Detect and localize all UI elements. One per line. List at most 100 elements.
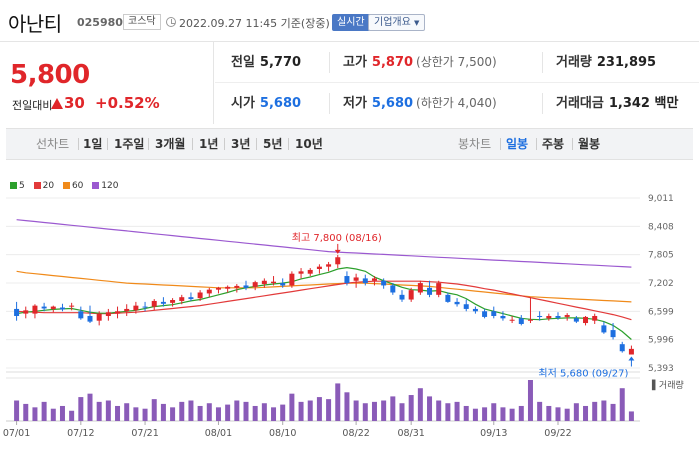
candle-body [518, 318, 524, 324]
volume-bar [454, 401, 460, 421]
divider [542, 93, 543, 114]
stat-value: 5,680 [259, 96, 302, 111]
tab-3year[interactable]: 3년 [231, 137, 251, 151]
quote-datetime: 2022.09.27 11:45 기준(장중) [179, 17, 330, 30]
legend-swatch [92, 182, 100, 189]
candlestick-chart[interactable]: 9,011 8,408 7,805 7,202 6,599 5,996 5,393 최고 7,… [0, 188, 699, 476]
volume-bar [115, 405, 121, 421]
candle-body [509, 319, 515, 321]
volume-bar [371, 401, 377, 421]
volume-bar [289, 393, 295, 421]
current-price: 5,800 [10, 60, 90, 90]
stat-value: 5,770 [259, 55, 302, 70]
stat-amount: 거래대금 1,342 백만 [556, 83, 678, 124]
divider [192, 138, 193, 150]
stat-value: 1,342 백만 [608, 96, 679, 111]
tab-5year[interactable]: 5년 [263, 137, 283, 151]
tab-1year[interactable]: 1년 [199, 137, 219, 151]
candle-body [482, 311, 488, 317]
volume-bar [472, 408, 478, 421]
volume-bar [151, 399, 157, 421]
tab-weekly[interactable]: 주봉 [542, 137, 565, 151]
tab-monthly[interactable]: 월봉 [578, 137, 601, 151]
candle-body [225, 286, 231, 289]
candle-body [115, 311, 121, 314]
tab-daily[interactable]: 일봉 [506, 137, 529, 151]
volume-bar [573, 403, 579, 421]
high-arrow-head [334, 249, 341, 254]
volume-bar [482, 407, 488, 421]
ma120-line [16, 219, 632, 268]
volume-bar [399, 403, 405, 421]
candle-body [491, 311, 497, 316]
legend-item-ma5: 5 [10, 181, 25, 191]
change-amount: 30 [64, 94, 85, 112]
volume-bar [179, 401, 185, 421]
candle-body [271, 281, 277, 284]
divider [148, 138, 149, 150]
market-badge: 코스닥 [123, 14, 161, 30]
candle-body [124, 308, 130, 312]
volume-bar [537, 401, 543, 421]
volume-bar [546, 405, 552, 421]
candle-body [390, 285, 396, 293]
candle-body [289, 273, 295, 286]
x-tick-label: 09/13 [480, 428, 507, 439]
divider [500, 138, 501, 150]
candle-body [261, 280, 267, 285]
volume-bar [105, 400, 111, 421]
volume-bar [417, 388, 423, 421]
volume-bar [41, 401, 47, 421]
volume-bar [390, 396, 396, 421]
candle-body [555, 315, 561, 318]
tab-1day[interactable]: 1일 [83, 137, 103, 151]
volume-bar [280, 404, 286, 421]
candle-body [527, 319, 533, 321]
divider [107, 138, 108, 150]
line-chart-label: 선차트 [36, 137, 70, 151]
stat-label: 전일 [231, 55, 255, 70]
volume-bar [50, 408, 56, 421]
volume-bar [555, 407, 561, 421]
candle-body [592, 315, 598, 321]
volume-bar [96, 401, 102, 421]
volume-bar [527, 380, 533, 421]
volume-bar [619, 388, 625, 421]
x-tick-label: 08/31 [397, 428, 424, 439]
y-tick-label: 8,408 [648, 222, 674, 232]
volume-bar [381, 400, 387, 421]
volume-bar [271, 407, 277, 421]
candle-body [564, 315, 570, 317]
realtime-button[interactable]: 실시간 [332, 14, 370, 31]
company-info-dropdown[interactable]: 기업개요 ▼ [368, 14, 426, 31]
legend-swatch [62, 182, 70, 189]
candle-body [41, 306, 47, 309]
divider [542, 52, 543, 73]
candle-body [573, 318, 579, 322]
x-tick-label: 09/22 [544, 428, 571, 439]
volume-bar [234, 400, 240, 421]
volume-bar [610, 403, 616, 421]
x-tick-label: 07/12 [67, 428, 94, 439]
price-panel: 5,800 전일대비 30 +0.52% [0, 42, 214, 124]
stats-grid: 전일 5,770 고가 5,870 (상한가 7,500) 거래량 231,895 시가… [215, 42, 699, 124]
volume-bar [362, 403, 368, 421]
low-arrow-head [628, 356, 635, 361]
candle-body [628, 348, 634, 355]
candle-body [59, 307, 65, 310]
stat-label: 고가 [343, 55, 367, 70]
candle-body [619, 344, 625, 352]
volume-bar [252, 405, 258, 421]
stock-name: 아난티 [8, 12, 62, 36]
volume-bar [564, 408, 570, 421]
y-tick-label: 7,202 [648, 279, 674, 289]
volume-bar [78, 397, 84, 421]
candle-body [463, 304, 469, 309]
tab-1week[interactable]: 1주일 [114, 137, 145, 151]
tab-10year[interactable]: 10년 [295, 137, 323, 151]
chart-tabs: 선차트 1일 1주일 3개월 1년 3년 5년 10년 봉차트 일봉 주봉 월봉 [6, 128, 693, 160]
tab-3month[interactable]: 3개월 [155, 137, 186, 151]
volume-bar [326, 399, 332, 421]
candle-body [454, 301, 460, 305]
volume-bar [14, 400, 20, 421]
